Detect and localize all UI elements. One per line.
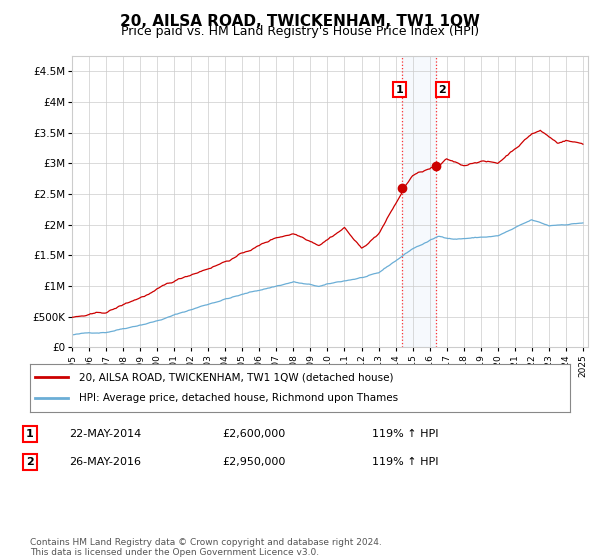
- Text: 119% ↑ HPI: 119% ↑ HPI: [372, 457, 439, 467]
- Text: 1: 1: [26, 429, 34, 439]
- Text: 26-MAY-2016: 26-MAY-2016: [69, 457, 141, 467]
- Text: 22-MAY-2014: 22-MAY-2014: [69, 429, 141, 439]
- Text: Contains HM Land Registry data © Crown copyright and database right 2024.
This d: Contains HM Land Registry data © Crown c…: [30, 538, 382, 557]
- Text: Price paid vs. HM Land Registry's House Price Index (HPI): Price paid vs. HM Land Registry's House …: [121, 25, 479, 38]
- Text: 20, AILSA ROAD, TWICKENHAM, TW1 1QW (detached house): 20, AILSA ROAD, TWICKENHAM, TW1 1QW (det…: [79, 372, 393, 382]
- Text: 2: 2: [26, 457, 34, 467]
- Text: 20, AILSA ROAD, TWICKENHAM, TW1 1QW: 20, AILSA ROAD, TWICKENHAM, TW1 1QW: [120, 14, 480, 29]
- Text: £2,600,000: £2,600,000: [222, 429, 285, 439]
- Text: £2,950,000: £2,950,000: [222, 457, 286, 467]
- Text: 1: 1: [396, 85, 404, 95]
- Text: HPI: Average price, detached house, Richmond upon Thames: HPI: Average price, detached house, Rich…: [79, 393, 398, 403]
- Bar: [402, 56, 436, 347]
- Text: 119% ↑ HPI: 119% ↑ HPI: [372, 429, 439, 439]
- Text: 2: 2: [439, 85, 446, 95]
